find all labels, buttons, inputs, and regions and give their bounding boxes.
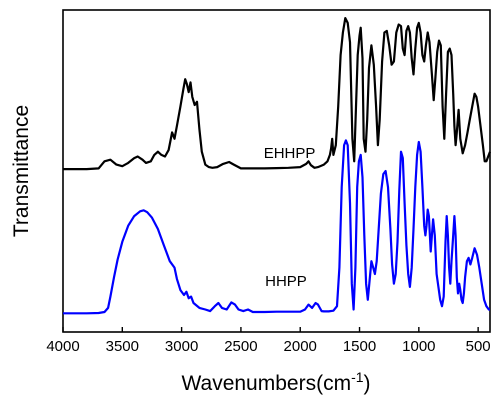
series-layer: [63, 17, 492, 315]
x-tick-label: 1000: [402, 338, 435, 355]
x-tick-label: 3000: [165, 338, 198, 355]
x-tick-label: 500: [466, 338, 491, 355]
x-axis-ticks: 4000 3500 3000 2500 2000 1500 1000 500: [46, 327, 491, 355]
series-line-ehhpp: [63, 17, 492, 171]
series-labels: EHHPP HHPP: [264, 145, 316, 290]
x-axis-title-suffix: ): [364, 372, 371, 395]
x-tick-label: 2500: [224, 338, 257, 355]
x-tick-label: 3500: [106, 338, 139, 355]
x-tick-label: 2000: [284, 338, 317, 355]
x-tick-label: 1500: [343, 338, 376, 355]
plot-frame: [62, 9, 491, 333]
x-axis-title: Wavenumbers(cm-1): [181, 369, 370, 395]
x-axis-title-main: Wavenumbers(cm: [181, 372, 351, 395]
y-axis-title: Transmittance: [10, 105, 33, 237]
series-label-hhpp: HHPP: [265, 273, 307, 290]
series-line-hhpp: [63, 139, 490, 315]
series-label-ehhpp: EHHPP: [264, 145, 316, 162]
x-axis-title-superscript: -1: [351, 369, 364, 385]
x-tick-label: 4000: [46, 338, 79, 355]
